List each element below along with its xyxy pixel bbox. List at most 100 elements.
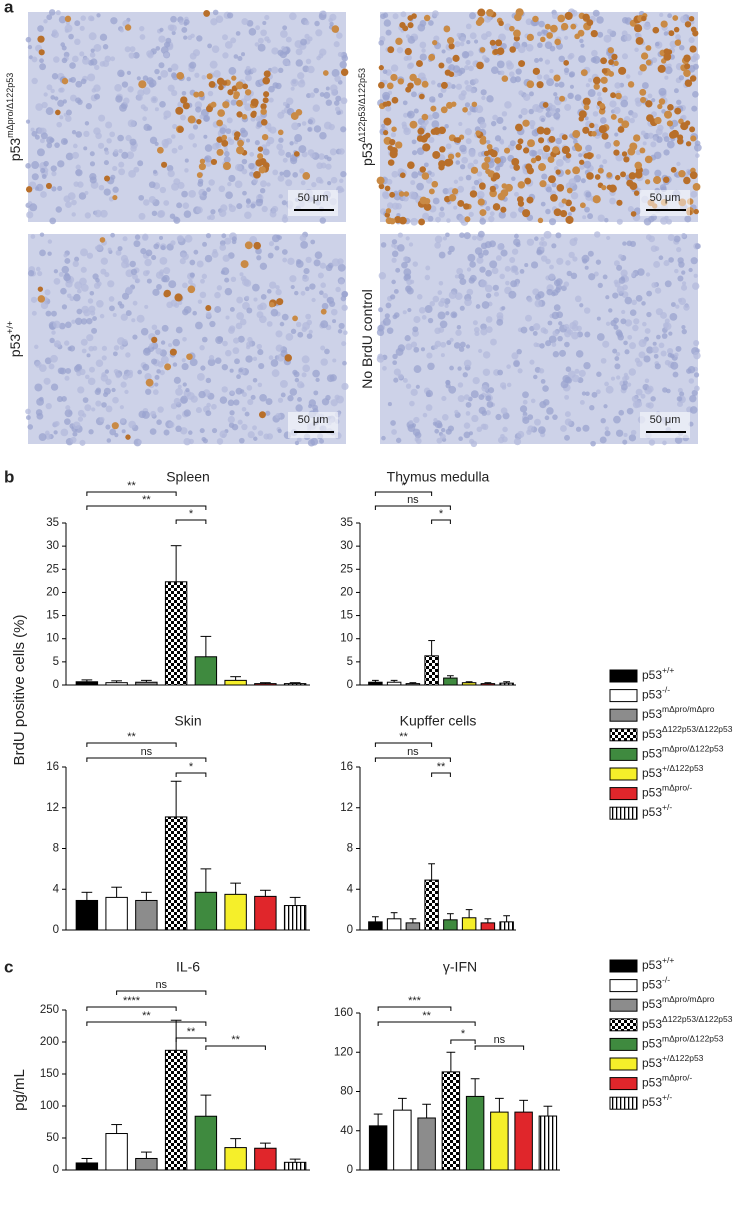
cell: [215, 15, 224, 23]
cell: [148, 195, 156, 204]
cell: [328, 17, 333, 23]
cell: [241, 158, 248, 165]
cell: [376, 328, 385, 337]
brdu-cell: [417, 127, 425, 135]
cell: [266, 289, 272, 294]
cell: [403, 112, 409, 118]
brdu-cell: [640, 96, 647, 103]
cell: [533, 342, 539, 348]
cell: [481, 384, 489, 392]
cell: [88, 305, 96, 313]
cell: [236, 296, 244, 304]
cell: [274, 245, 280, 251]
cell: [183, 35, 188, 40]
cell: [204, 156, 209, 162]
brdu-cell: [690, 135, 697, 142]
cell: [618, 409, 625, 416]
cell: [270, 359, 279, 367]
legend-label: p53mΔpro/Δ122p53: [642, 1034, 724, 1051]
cell: [301, 355, 310, 364]
cell: [246, 19, 254, 27]
cell: [182, 337, 187, 342]
legend-label: p53mΔpro/mΔpro: [642, 704, 715, 721]
cell: [402, 378, 408, 383]
cell: [182, 382, 187, 387]
significance-label: ns: [494, 1034, 506, 1046]
bar: [480, 683, 496, 686]
cell: [615, 429, 624, 437]
cell: [158, 35, 166, 43]
brdu-cell: [241, 113, 248, 120]
cell: [242, 190, 247, 196]
cell: [568, 370, 576, 378]
cell: [592, 9, 600, 17]
cell: [647, 132, 654, 139]
cell: [237, 335, 245, 343]
cell: [297, 331, 304, 338]
cell: [341, 304, 348, 311]
cell: [695, 153, 700, 158]
cell: [151, 324, 158, 330]
cell: [39, 63, 47, 71]
cell: [143, 199, 150, 206]
cell: [105, 405, 113, 413]
brdu-cell: [692, 30, 699, 37]
cell: [414, 437, 419, 442]
cell: [413, 416, 420, 424]
cell: [268, 97, 274, 103]
cell: [238, 368, 243, 373]
cell: [465, 138, 472, 145]
cell: [294, 290, 299, 296]
cell: [481, 55, 487, 60]
cell: [322, 293, 328, 299]
legend-label: p53+/+: [642, 955, 674, 972]
cell: [199, 114, 204, 119]
brdu-cell: [566, 187, 573, 194]
cell: [45, 310, 52, 317]
significance-label: **: [187, 1026, 196, 1038]
brdu-cell: [399, 216, 407, 225]
cell: [513, 437, 522, 446]
cell: [254, 140, 260, 146]
brdu-cell: [385, 100, 392, 107]
cell: [579, 400, 585, 405]
cell: [117, 134, 124, 142]
brdu-cell: [198, 91, 205, 98]
brdu-cell: [677, 134, 684, 141]
cell: [121, 81, 129, 88]
cell: [149, 343, 154, 348]
cell: [519, 269, 525, 274]
cell: [289, 275, 297, 283]
cell: [416, 294, 423, 300]
cell: [279, 171, 284, 176]
cell: [312, 104, 320, 112]
cell: [133, 52, 140, 59]
cell: [159, 369, 165, 376]
cell: [281, 249, 288, 255]
cell: [192, 49, 201, 57]
cell: [226, 12, 234, 19]
cell: [553, 279, 561, 287]
brdu-cell: [471, 101, 478, 108]
cell: [492, 284, 499, 291]
cell: [112, 396, 119, 404]
cell: [662, 440, 667, 446]
brdu-cell: [64, 15, 72, 23]
cell: [159, 271, 164, 277]
cell: [157, 406, 164, 413]
cell: [534, 236, 539, 241]
cell: [206, 187, 211, 192]
brdu-cell: [175, 106, 184, 115]
cell: [444, 303, 449, 309]
cell: [219, 244, 227, 251]
cell: [246, 385, 253, 391]
cell: [663, 260, 670, 267]
cell: [382, 12, 389, 18]
cell: [553, 112, 561, 120]
cell: [468, 211, 474, 217]
brdu-cell: [522, 209, 531, 218]
brdu-cell: [260, 103, 267, 110]
cell: [392, 13, 399, 20]
brdu-cell: [532, 15, 539, 23]
cell: [334, 106, 341, 112]
